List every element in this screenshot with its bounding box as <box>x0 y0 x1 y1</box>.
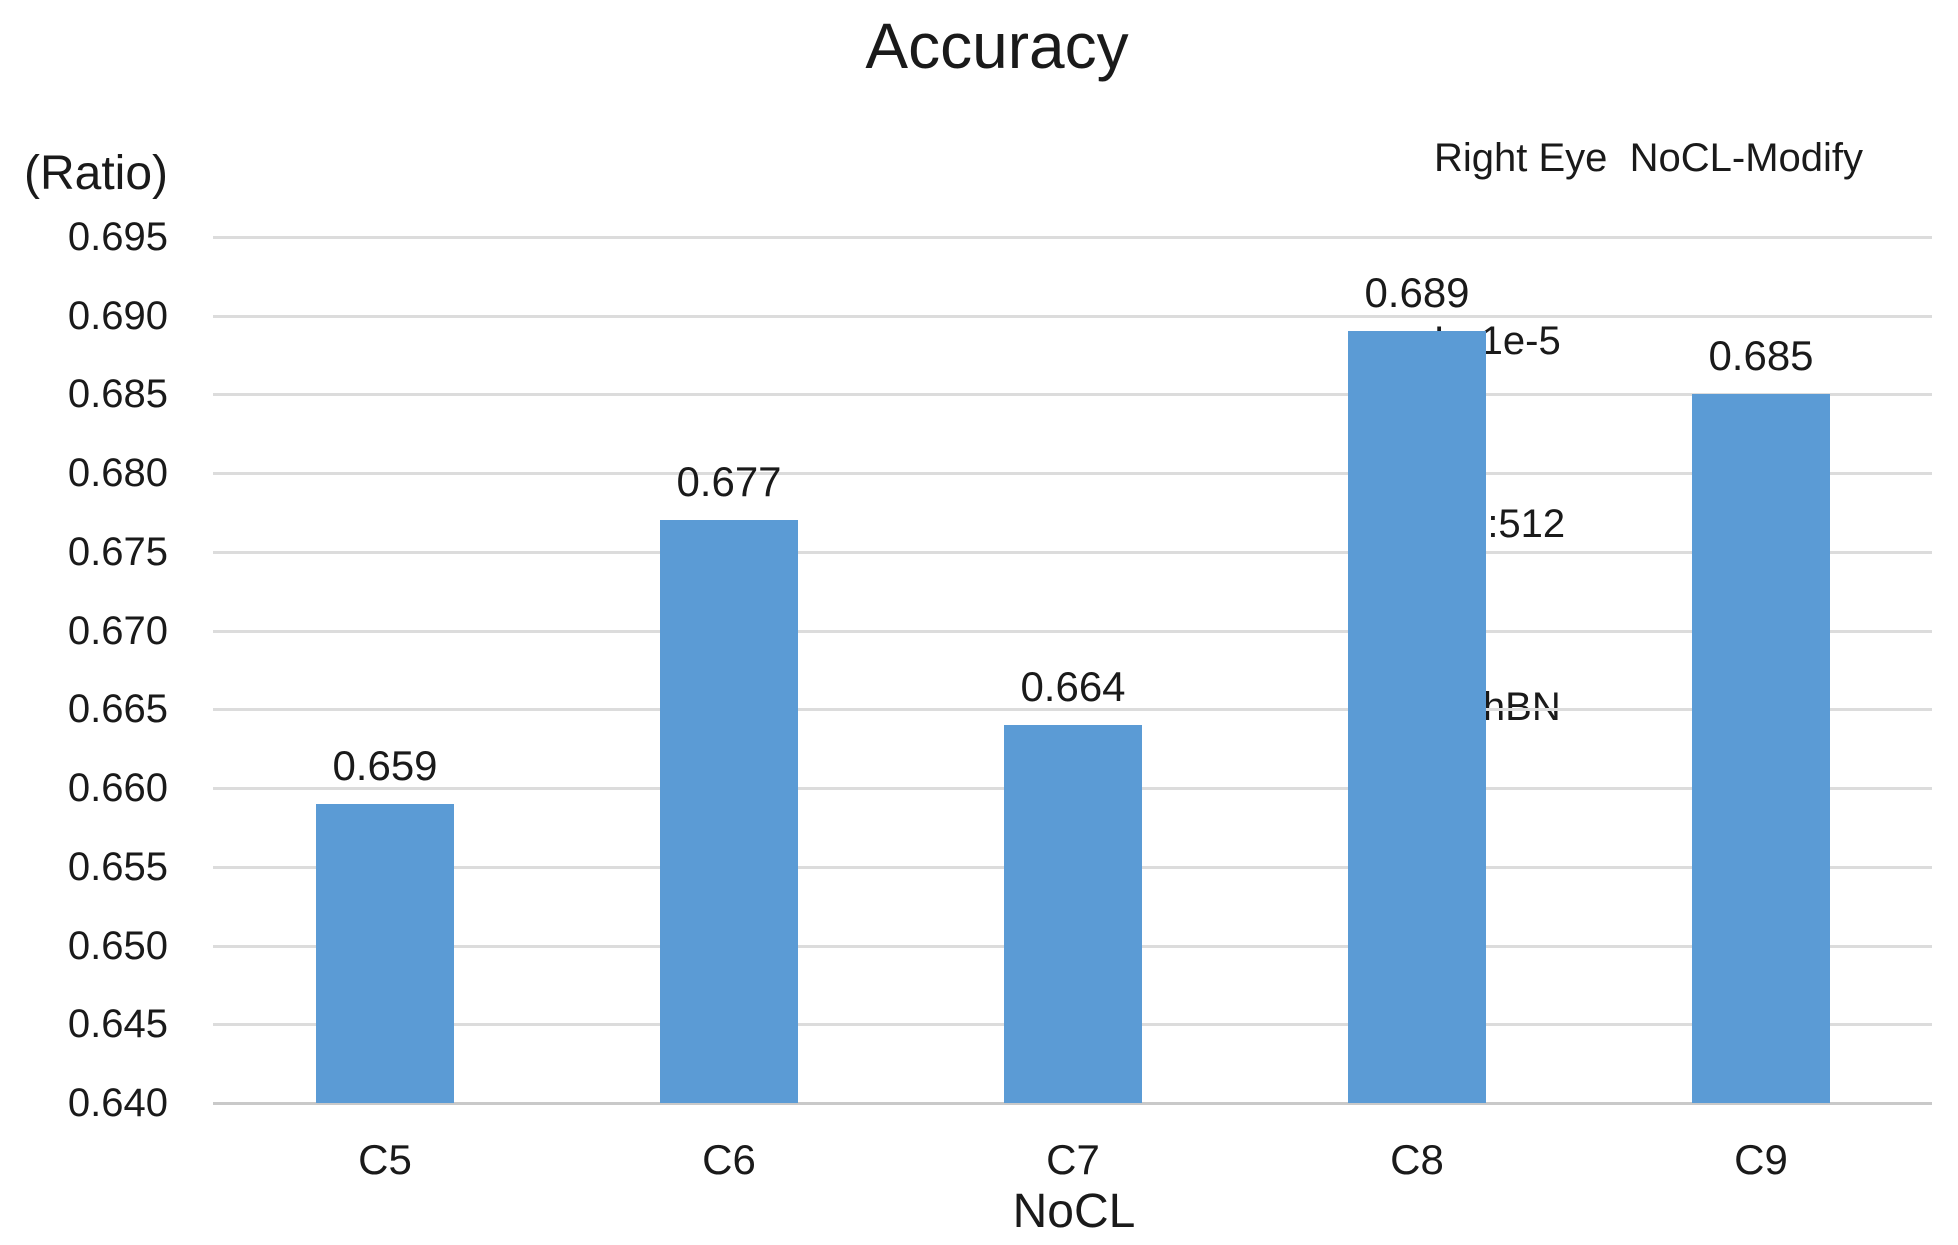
bar-value-label: 0.664 <box>1020 663 1126 711</box>
y-tick-label: 0.665 <box>67 687 168 732</box>
chart-title: Accuracy <box>865 10 1129 82</box>
y-tick-label: 0.640 <box>67 1081 168 1125</box>
y-tick-label: 0.690 <box>67 293 168 338</box>
x-axis-label: NoCL <box>1012 1185 1136 1238</box>
x-tick-label: C6 <box>702 1136 756 1183</box>
y-tick-label: 0.670 <box>67 608 168 653</box>
annotation-line-1: Right Eye NoCL-Modify <box>1434 136 1864 180</box>
bar-C5 <box>316 803 454 1103</box>
y-tick-label: 0.650 <box>67 923 168 968</box>
gridline <box>213 236 1932 239</box>
x-axis-line <box>213 1102 1932 1105</box>
bar-C9 <box>1692 394 1830 1103</box>
x-tick-label: C8 <box>1390 1136 1444 1183</box>
y-tick-label: 0.645 <box>67 1002 168 1047</box>
y-tick-label: 0.660 <box>67 766 168 811</box>
y-axis-label: (Ratio) <box>24 147 169 200</box>
bar-value-label: 0.685 <box>1708 332 1814 380</box>
x-tick-label: C5 <box>358 1136 412 1183</box>
bar-value-label: 0.689 <box>1364 269 1470 317</box>
gridline <box>213 708 1932 712</box>
y-tick-label: 0.695 <box>67 215 168 259</box>
y-tick-label: 0.685 <box>67 372 168 417</box>
bar-value-label: 0.677 <box>676 458 782 506</box>
y-tick-label: 0.675 <box>67 529 168 574</box>
y-tick-label: 0.680 <box>67 451 168 496</box>
gridline <box>213 550 1932 554</box>
bar-C8 <box>1348 331 1486 1103</box>
y-tick-label: 0.655 <box>67 844 168 889</box>
bar-C6 <box>660 520 798 1103</box>
gridline <box>213 629 1932 633</box>
bar-C7 <box>1004 725 1142 1103</box>
x-tick-label: C9 <box>1734 1136 1788 1183</box>
bar-value-label: 0.659 <box>332 741 438 789</box>
gridline <box>213 393 1932 397</box>
gridline <box>213 472 1932 476</box>
x-tick-label: C7 <box>1046 1136 1100 1183</box>
gridline <box>213 314 1932 318</box>
